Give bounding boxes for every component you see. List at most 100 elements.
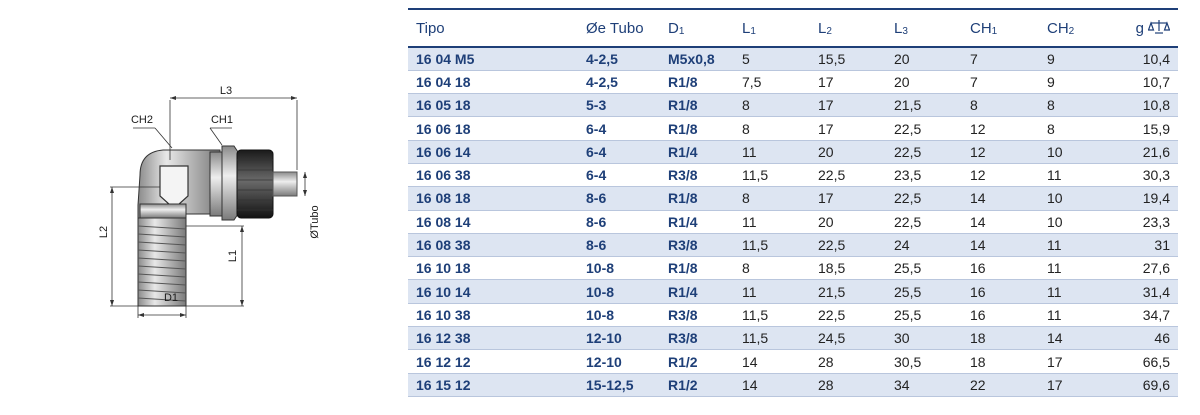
cell-ch1: 18: [962, 326, 1039, 351]
cell-l1: 11: [734, 140, 810, 164]
cell-weight: 31,4: [1116, 279, 1178, 304]
table-row: 16 06 38 6-4 R3/8 11,5 22,5 23,5 12 11 30,3: [408, 163, 1178, 188]
cell-d1: R3/8: [660, 326, 734, 351]
cell-l3: 25,5: [886, 256, 962, 281]
cell-l2: 15,5: [810, 47, 886, 71]
cell-d1: R1/8: [660, 186, 734, 211]
cell-ch1: 18: [962, 349, 1039, 374]
cell-d1: R1/2: [660, 349, 734, 374]
cell-l3: 22,5: [886, 140, 962, 164]
cell-l2: 20: [810, 210, 886, 234]
cell-tipo: 16 08 38: [408, 233, 578, 258]
cell-l1: 8: [734, 116, 810, 141]
cell-ch2: 10: [1039, 186, 1116, 211]
cell-ch1: 12: [962, 163, 1039, 188]
cell-l2: 24,5: [810, 326, 886, 351]
cell-weight: 31: [1116, 233, 1178, 258]
cell-l2: 17: [810, 70, 886, 95]
dimension-arrows: [110, 96, 307, 317]
cell-weight: 15,9: [1116, 116, 1178, 141]
cell-ch1: 16: [962, 279, 1039, 304]
cell-ch1: 14: [962, 233, 1039, 258]
label-d1: D1: [164, 292, 178, 304]
cell-tube-diameter: 12-10: [578, 326, 660, 351]
cell-l3: 20: [886, 70, 962, 95]
cell-ch1: 7: [962, 47, 1039, 71]
cell-ch2: 8: [1039, 116, 1116, 141]
cell-l1: 8: [734, 256, 810, 281]
cell-tube-diameter: 4-2,5: [578, 70, 660, 95]
table-row: 16 05 18 5-3 R1/8 8 17 21,5 8 8 10,8: [408, 93, 1178, 118]
header-l3: L3: [886, 8, 962, 48]
cell-ch2: 11: [1039, 303, 1116, 328]
cell-weight: 23,3: [1116, 210, 1178, 234]
cell-d1: R3/8: [660, 163, 734, 188]
cell-l1: 11,5: [734, 163, 810, 188]
cell-l3: 20: [886, 47, 962, 71]
cell-tube-diameter: 6-4: [578, 116, 660, 141]
cell-tipo: 16 12 38: [408, 326, 578, 351]
cell-l3: 30,5: [886, 349, 962, 374]
table-row: 16 08 18 8-6 R1/8 8 17 22,5 14 10 19,4: [408, 186, 1178, 211]
cell-ch2: 11: [1039, 279, 1116, 304]
label-l3: L3: [220, 85, 232, 97]
table-row: 16 06 14 6-4 R1/4 11 20 22,5 12 10 21,6: [408, 140, 1178, 164]
header-ch1: CH1: [962, 8, 1039, 48]
cell-l1: 8: [734, 93, 810, 118]
table-row: 16 04 M5 4-2,5 M5x0,8 5 15,5 20 7 9 10,4: [408, 47, 1178, 71]
table-header-row: Tipo Øe Tubo D1 L1 L2 L3 CH1 CH2 g: [408, 8, 1178, 48]
cell-tube-diameter: 5-3: [578, 93, 660, 118]
cell-l1: 5: [734, 47, 810, 71]
dimension-lines: [110, 97, 306, 318]
cell-ch1: 16: [962, 303, 1039, 328]
cell-d1: R3/8: [660, 233, 734, 258]
cell-ch2: 10: [1039, 140, 1116, 164]
cell-l2: 22,5: [810, 233, 886, 258]
cell-ch1: 14: [962, 186, 1039, 211]
cell-ch1: 16: [962, 256, 1039, 281]
cell-ch1: 12: [962, 116, 1039, 141]
cell-l2: 21,5: [810, 279, 886, 304]
header-tube-diameter: Øe Tubo: [578, 8, 660, 48]
cell-weight: 66,5: [1116, 349, 1178, 374]
cell-l3: 25,5: [886, 279, 962, 304]
cell-weight: 21,6: [1116, 140, 1178, 164]
cell-tipo: 16 10 38: [408, 303, 578, 328]
cell-d1: R1/4: [660, 140, 734, 164]
cell-tube-diameter: 8-6: [578, 186, 660, 211]
cell-tipo: 16 06 38: [408, 163, 578, 188]
cell-tipo: 16 08 14: [408, 210, 578, 234]
cell-weight: 19,4: [1116, 186, 1178, 211]
table-row: 16 15 12 15-12,5 R1/2 14 28 34 22 17 69,6: [408, 373, 1178, 397]
cell-d1: M5x0,8: [660, 47, 734, 71]
cell-d1: R1/8: [660, 256, 734, 281]
cell-l1: 11,5: [734, 326, 810, 351]
cell-l3: 30: [886, 326, 962, 351]
cell-ch2: 17: [1039, 373, 1116, 397]
cell-tube-diameter: 6-4: [578, 163, 660, 188]
label-ch1: CH1: [211, 114, 233, 126]
spec-table: Tipo Øe Tubo D1 L1 L2 L3 CH1 CH2 g 16 04…: [408, 8, 1178, 397]
cell-l2: 22,5: [810, 303, 886, 328]
cell-l1: 14: [734, 349, 810, 374]
threaded-shank: [137, 217, 187, 307]
cell-weight: 34,7: [1116, 303, 1178, 328]
header-d1: D1: [660, 8, 734, 48]
cell-ch2: 9: [1039, 47, 1116, 71]
cell-d1: R1/8: [660, 93, 734, 118]
cell-tipo: 16 10 18: [408, 256, 578, 281]
cell-ch2: 11: [1039, 163, 1116, 188]
cell-tipo: 16 10 14: [408, 279, 578, 304]
cell-l1: 14: [734, 373, 810, 397]
cell-tube-diameter: 10-8: [578, 279, 660, 304]
header-weight: g: [1116, 8, 1178, 48]
label-ch2: CH2: [131, 114, 153, 126]
cell-tube-diameter: 6-4: [578, 140, 660, 164]
spec-table-container: Tipo Øe Tubo D1 L1 L2 L3 CH1 CH2 g 16 04…: [408, 8, 1178, 397]
table-row: 16 06 18 6-4 R1/8 8 17 22,5 12 8 15,9: [408, 116, 1178, 141]
cell-tube-diameter: 4-2,5: [578, 47, 660, 71]
cell-ch1: 7: [962, 70, 1039, 95]
cell-tube-diameter: 8-6: [578, 210, 660, 234]
cell-weight: 10,7: [1116, 70, 1178, 95]
cell-l2: 17: [810, 186, 886, 211]
